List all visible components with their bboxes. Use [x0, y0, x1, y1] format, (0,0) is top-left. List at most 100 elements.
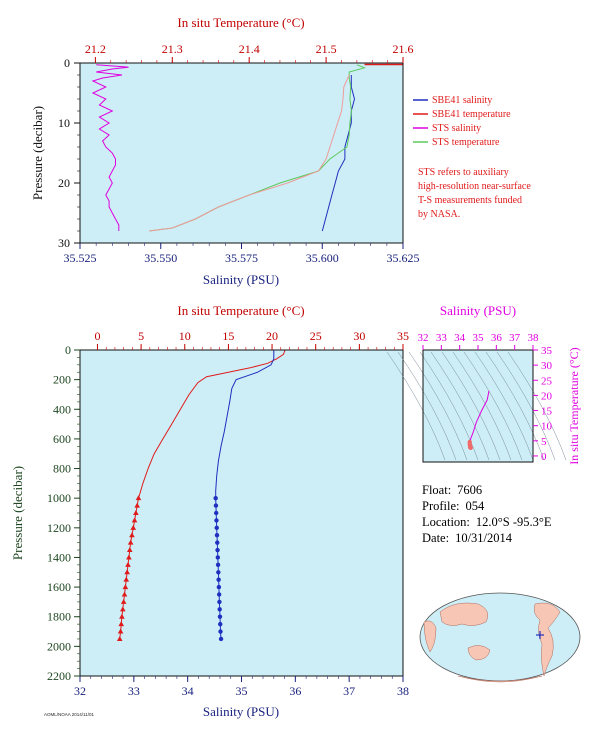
series-salinity-profile — [215, 350, 275, 640]
ts-temp-axis-label: In situ Temperature (°C) — [567, 347, 581, 464]
bottom-sal-tick-label: 36 — [289, 684, 301, 698]
map-land-americas — [533, 602, 561, 677]
map-land-asia — [439, 602, 488, 626]
temperature-marker — [122, 584, 129, 590]
top-sal-tick-label: 35.600 — [306, 251, 339, 265]
density-contour — [463, 351, 523, 461]
ts-temp-tick-label: 35 — [541, 345, 553, 357]
salinity-marker — [213, 495, 218, 501]
top-salinity-axis-label: Salinity (PSU) — [203, 272, 279, 287]
top-pressure-tick-label: 0 — [64, 56, 70, 70]
bottom-sal-tick-label: 37 — [343, 684, 355, 698]
temperature-marker — [119, 613, 125, 619]
top-panel: 21.2 21.3 21.4 21.5 21.6 35.525 35.550 35.575 35… — [30, 15, 420, 287]
temperature-marker — [125, 561, 131, 567]
bottom-sal-tick-label: 33 — [128, 684, 140, 698]
bottom-sal-tick-label: 34 — [182, 684, 194, 698]
temperature-marker — [120, 598, 127, 604]
salinity-marker — [215, 562, 221, 568]
series-sts-salinity — [91, 64, 129, 231]
ts-sal-tick-label: 32 — [418, 332, 429, 344]
density-contour — [496, 351, 556, 461]
bottom-pressure-tick-label: 600 — [53, 432, 71, 446]
temperature-marker — [133, 510, 139, 515]
bottom-temp-tick-label: 35 — [397, 329, 409, 343]
density-contour — [386, 351, 446, 461]
top-temp-tick-label: 21.5 — [316, 42, 337, 56]
ts-series-group — [467, 390, 490, 450]
temperature-marker — [124, 569, 130, 575]
top-sal-tick-label: 35.525 — [64, 251, 97, 265]
ts-temp-tick-label: 20 — [541, 390, 553, 402]
legend-item-sts-temperature: STS temperature — [413, 137, 500, 148]
float-value: 7606 — [457, 483, 483, 497]
bottom-pressure-tick-label: 1200 — [47, 521, 71, 535]
density-contour — [485, 351, 545, 461]
ts-temp-tick-label: 30 — [541, 360, 553, 372]
bottom-temp-tick-label: 15 — [222, 329, 234, 343]
series-sbe41-salinity — [321, 75, 356, 232]
temperature-marker — [126, 554, 132, 560]
bottom-pressure-axis-label: Pressure (decibar) — [10, 466, 25, 560]
bottom-sal-tick-label: 35 — [236, 684, 248, 698]
legend-note-line: high-resolution near-surface — [418, 181, 531, 192]
top-series-group — [91, 63, 403, 232]
salinity-marker — [213, 510, 219, 516]
density-contour — [441, 351, 501, 461]
location-label: Location: — [422, 515, 470, 529]
ts-salinity-axis-label: Salinity (PSU) — [440, 303, 516, 318]
map-land-africa — [423, 620, 437, 653]
bottom-panel: 0 5 10 15 20 25 30 35 32 33 34 35 36 37 38 0 200 400 600 80… — [10, 303, 409, 719]
top-temp-tick-label: 21.4 — [239, 42, 260, 56]
temperature-marker — [123, 576, 130, 582]
temperature-marker — [116, 635, 123, 641]
legend-item-sts-salinity: STS salinity — [413, 123, 481, 134]
bottom-salinity-axis-label: Salinity (PSU) — [203, 704, 279, 719]
date-label: Date: — [422, 531, 450, 545]
float-location-marker — [536, 631, 544, 639]
salinity-marker — [216, 592, 222, 597]
top-pressure-tick-label: 20 — [58, 176, 70, 190]
salinity-marker — [214, 525, 219, 531]
profile-row: Profile: 054 — [422, 498, 552, 514]
legend-label: STS temperature — [432, 137, 500, 148]
top-plot-area — [80, 63, 403, 243]
temperature-marker — [130, 524, 137, 530]
salinity-marker — [218, 629, 223, 634]
salinity-marker — [215, 555, 221, 560]
top-sal-tick-label: 35.550 — [144, 251, 177, 265]
top-pressure-tick-label: 10 — [58, 116, 70, 130]
map-land-antarctica — [457, 675, 543, 683]
ts-temp-tick-label: 10 — [541, 421, 553, 433]
bottom-pressure-tick-label: 800 — [53, 462, 71, 476]
ts-sal-tick-label: 36 — [491, 332, 503, 344]
bottom-pressure-tick-label: 1400 — [47, 550, 71, 564]
bottom-series-group — [116, 349, 286, 642]
temperature-marker — [135, 495, 142, 501]
map-land-australia — [467, 645, 491, 661]
salinity-marker — [217, 599, 222, 605]
salinity-marker — [214, 518, 219, 523]
bottom-temp-axis-label: In situ Temperature (°C) — [177, 303, 304, 318]
top-sal-tick-label: 35.625 — [387, 251, 420, 265]
ts-temp-tick-label: 0 — [541, 451, 547, 463]
salinity-marker — [214, 533, 220, 538]
ts-axes-group: 32 33 34 35 36 37 38 0 5 10 15 20 25 30 35 — [418, 332, 553, 463]
bottom-pressure-tick-label: 1800 — [47, 610, 71, 624]
top-temp-axis-label: In situ Temperature (°C) — [177, 15, 304, 30]
salinity-marker — [217, 614, 223, 619]
float-label: Float: — [422, 483, 452, 497]
bottom-pressure-tick-label: 1000 — [47, 491, 71, 505]
density-contour — [397, 351, 457, 461]
temperature-marker — [126, 547, 133, 553]
ts-temp-tick-label: 15 — [541, 406, 553, 418]
top-axes-group: 21.2 21.3 21.4 21.5 21.6 35.525 35.550 35.575 35… — [58, 42, 420, 265]
world-map — [419, 592, 581, 683]
temperature-marker — [129, 532, 135, 538]
bottom-temp-tick-label: 10 — [179, 329, 191, 343]
top-pressure-tick-label: 30 — [58, 236, 70, 250]
bottom-temp-tick-label: 0 — [94, 329, 100, 343]
temperature-marker — [119, 606, 126, 612]
ts-sal-tick-label: 33 — [436, 332, 448, 344]
